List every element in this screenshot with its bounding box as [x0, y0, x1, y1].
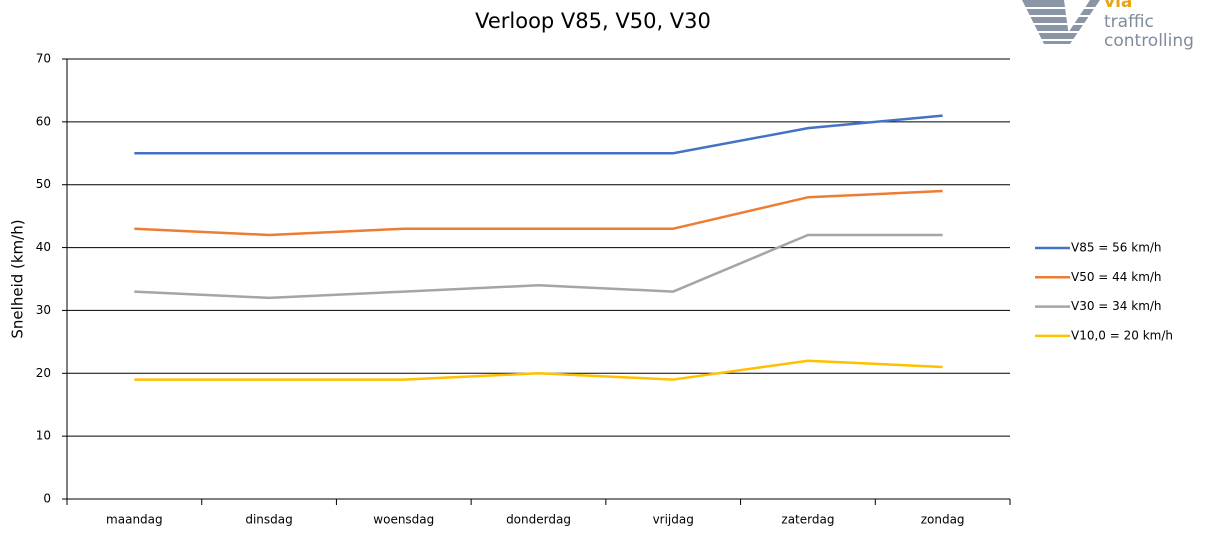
x-tick-label: zondag [921, 513, 965, 527]
y-tick-label: 50 [36, 177, 51, 191]
x-tick-label: maandag [106, 513, 163, 527]
y-tick-label: 10 [36, 429, 51, 443]
chart-title: Verloop V85, V50, V30 [475, 9, 711, 33]
x-tick-label: woensdag [373, 513, 434, 527]
legend-label: V50 = 44 km/h [1071, 270, 1162, 284]
logo-stripes [1015, 7, 1100, 41]
y-tick-label: 0 [43, 492, 51, 506]
y-tick-label: 70 [36, 52, 51, 66]
y-tick-label: 60 [36, 114, 51, 128]
logo: via traffic controlling [1015, 0, 1194, 51]
x-tick-label: vrijdag [653, 513, 694, 527]
legend-label: V85 = 56 km/h [1071, 241, 1162, 255]
y-tick-label: 30 [36, 303, 51, 317]
legend-label: V10,0 = 20 km/h [1071, 328, 1173, 342]
logo-text: controlling [1104, 31, 1194, 51]
x-tick-label: dinsdag [245, 513, 292, 527]
logo-text: via [1104, 0, 1132, 12]
series-line [134, 114, 943, 155]
x-tick-label: zaterdag [781, 513, 834, 527]
logo-text: traffic [1104, 12, 1154, 32]
y-axis-title: Snelheid (km/h) [9, 219, 27, 338]
legend-label: V30 = 34 km/h [1071, 299, 1162, 313]
x-tick-label: donderdag [506, 513, 571, 527]
logo-mark [1022, 0, 1100, 44]
y-tick-label: 20 [36, 366, 51, 380]
y-tick-label: 40 [36, 240, 51, 254]
series-line [134, 359, 943, 381]
series-line [134, 189, 943, 237]
series-line [134, 233, 943, 300]
